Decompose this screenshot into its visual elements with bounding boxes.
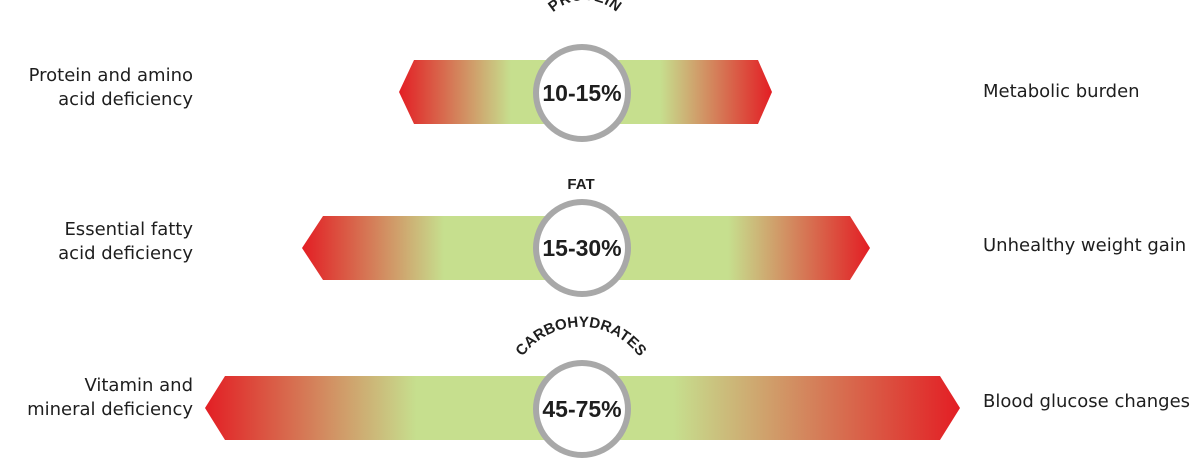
- protein-low-label: Protein and amino acid deficiency: [28, 65, 193, 110]
- carbohydrates-row: 45-75% CARBOHYDRATES: [205, 314, 960, 458]
- carbohydrates-high-label: Blood glucose changes: [983, 391, 1191, 412]
- carbohydrates-range-ring: [533, 360, 631, 458]
- fat-range-value: 15-30%: [542, 235, 621, 261]
- carbohydrates-low-label: Vitamin and mineral deficiency: [27, 375, 193, 420]
- fat-row: 15-30% FAT: [302, 176, 870, 297]
- fat-title: FAT: [567, 176, 594, 193]
- protein-row: 10-15% PROTEIN: [399, 0, 772, 142]
- protein-range-value: 10-15%: [542, 80, 621, 106]
- fat-high-label: Unhealthy weight gain: [983, 235, 1187, 256]
- protein-range-ring: [533, 44, 631, 142]
- protein-title: PROTEIN: [545, 0, 625, 16]
- fat-low-label: Essential fatty acid deficiency: [58, 219, 193, 264]
- fat-range-ring: [533, 199, 631, 297]
- carbohydrates-title: CARBOHYDRATES: [512, 314, 649, 360]
- carbohydrates-range-value: 45-75%: [542, 396, 621, 422]
- protein-high-label: Metabolic burden: [983, 81, 1140, 102]
